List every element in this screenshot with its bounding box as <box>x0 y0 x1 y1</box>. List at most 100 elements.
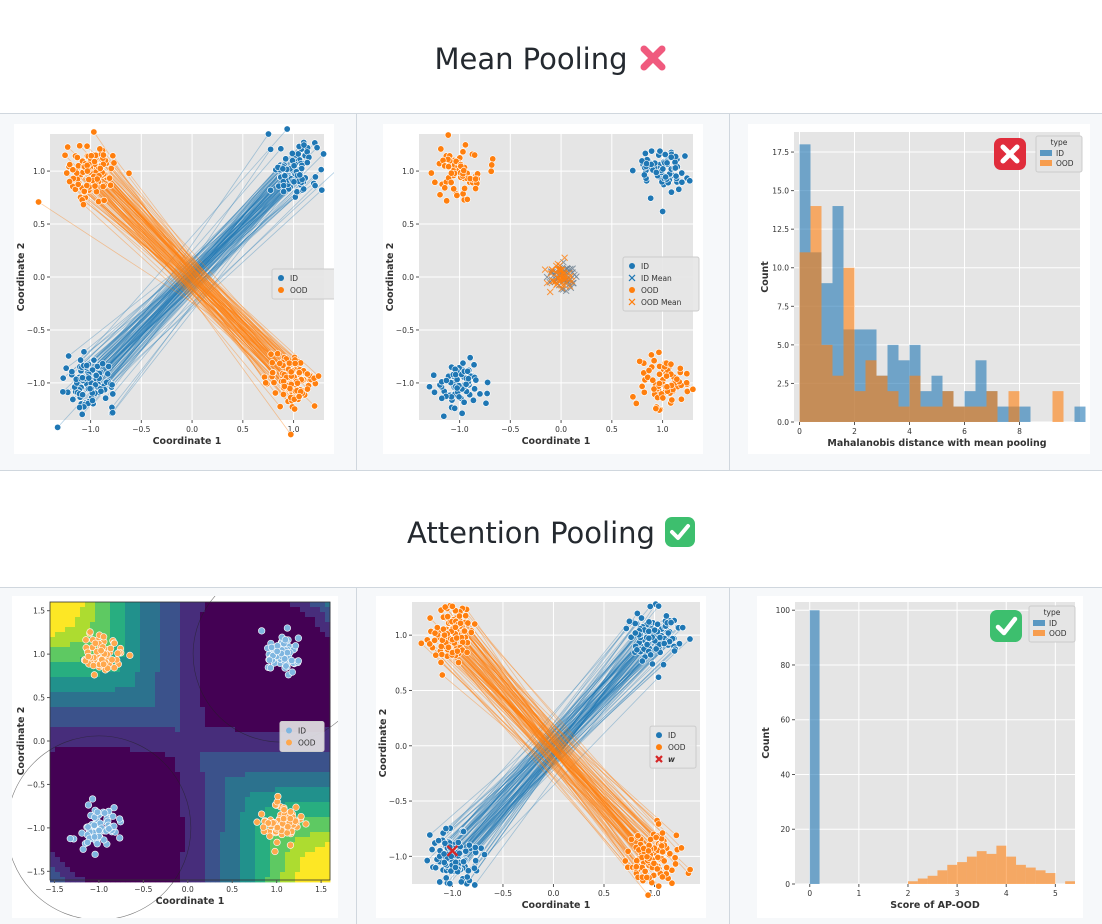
contour-cell <box>220 622 225 627</box>
contour-cell <box>170 702 175 707</box>
contour-cell <box>255 697 260 702</box>
contour-cell <box>145 632 150 637</box>
contour-cell <box>140 847 145 852</box>
id-point <box>439 395 445 401</box>
contour-cell <box>125 857 130 862</box>
contour-cell <box>170 692 175 697</box>
contour-cell <box>245 787 250 792</box>
contour-cell <box>305 612 310 617</box>
contour-cell <box>50 682 55 687</box>
contour-cell <box>185 822 190 827</box>
contour-cell <box>145 842 150 847</box>
id-point <box>99 360 105 366</box>
contour-cell <box>225 752 230 757</box>
legend-title: type <box>1051 138 1068 147</box>
y-tick-label: −0.5 <box>389 797 407 806</box>
y-tick-label: 0.0 <box>33 737 45 746</box>
contour-cell <box>95 757 100 762</box>
contour-cell <box>240 732 245 737</box>
contour-cell <box>305 657 310 662</box>
contour-cell <box>225 647 230 652</box>
contour-cell <box>185 672 190 677</box>
contour-cell <box>175 712 180 717</box>
contour-cell <box>295 872 300 877</box>
id-point <box>69 369 75 375</box>
contour-cell <box>275 682 280 687</box>
contour-cell <box>210 837 215 842</box>
contour-cell <box>320 752 325 757</box>
contour-cell <box>135 712 140 717</box>
contour-cell <box>315 637 320 642</box>
contour-cell <box>250 792 255 797</box>
contour-cell <box>65 807 70 812</box>
contour-cell <box>140 832 145 837</box>
contour-cell <box>230 627 235 632</box>
contour-cell <box>155 652 160 657</box>
contour-cell <box>195 712 200 717</box>
contour-cell <box>70 822 75 827</box>
ood-point <box>274 839 281 846</box>
contour-cell <box>250 787 255 792</box>
contour-cell <box>310 677 315 682</box>
contour-cell <box>75 857 80 862</box>
contour-cell <box>145 777 150 782</box>
contour-cell <box>235 612 240 617</box>
contour-cell <box>275 607 280 612</box>
contour-cell <box>305 842 310 847</box>
contour-cell <box>155 757 160 762</box>
contour-cell <box>95 697 100 702</box>
contour-cell <box>240 822 245 827</box>
contour-cell <box>315 702 320 707</box>
ood-point <box>656 371 662 377</box>
contour-cell <box>240 787 245 792</box>
contour-cell <box>325 837 330 842</box>
contour-cell <box>180 702 185 707</box>
contour-cell <box>135 817 140 822</box>
contour-cell <box>135 657 140 662</box>
contour-cell <box>65 647 70 652</box>
contour-cell <box>80 617 85 622</box>
contour-cell <box>50 642 55 647</box>
ood-point <box>84 168 90 174</box>
ood-point <box>668 361 674 367</box>
id-point <box>461 399 467 405</box>
contour-cell <box>175 652 180 657</box>
contour-cell <box>305 827 310 832</box>
contour-cell <box>125 862 130 867</box>
contour-cell <box>205 667 210 672</box>
contour-cell <box>320 642 325 647</box>
contour-cell <box>160 677 165 682</box>
contour-cell <box>160 662 165 667</box>
contour-cell <box>230 802 235 807</box>
contour-cell <box>195 612 200 617</box>
contour-cell <box>60 652 65 657</box>
contour-cell <box>125 777 130 782</box>
contour-cell <box>195 802 200 807</box>
contour-cell <box>110 857 115 862</box>
y-tick-label: 1.0 <box>402 167 414 176</box>
contour-cell <box>140 697 145 702</box>
contour-cell <box>55 632 60 637</box>
contour-cell <box>285 682 290 687</box>
contour-cell <box>280 772 285 777</box>
contour-cell <box>50 847 55 852</box>
contour-cell <box>145 647 150 652</box>
contour-cell <box>145 772 150 777</box>
contour-cell <box>270 712 275 717</box>
contour-cell <box>255 647 260 652</box>
contour-cell <box>150 602 155 607</box>
y-tick-label: 10.0 <box>772 264 789 273</box>
contour-cell <box>210 817 215 822</box>
contour-cell <box>265 757 270 762</box>
contour-cell <box>60 682 65 687</box>
contour-cell <box>175 837 180 842</box>
contour-cell <box>175 732 180 737</box>
contour-cell <box>50 862 55 867</box>
contour-cell <box>180 767 185 772</box>
contour-cell <box>275 677 280 682</box>
contour-cell <box>140 622 145 627</box>
contour-cell <box>50 662 55 667</box>
contour-cell <box>120 717 125 722</box>
x-tick-label: 0 <box>797 427 802 436</box>
contour-cell <box>325 707 330 712</box>
